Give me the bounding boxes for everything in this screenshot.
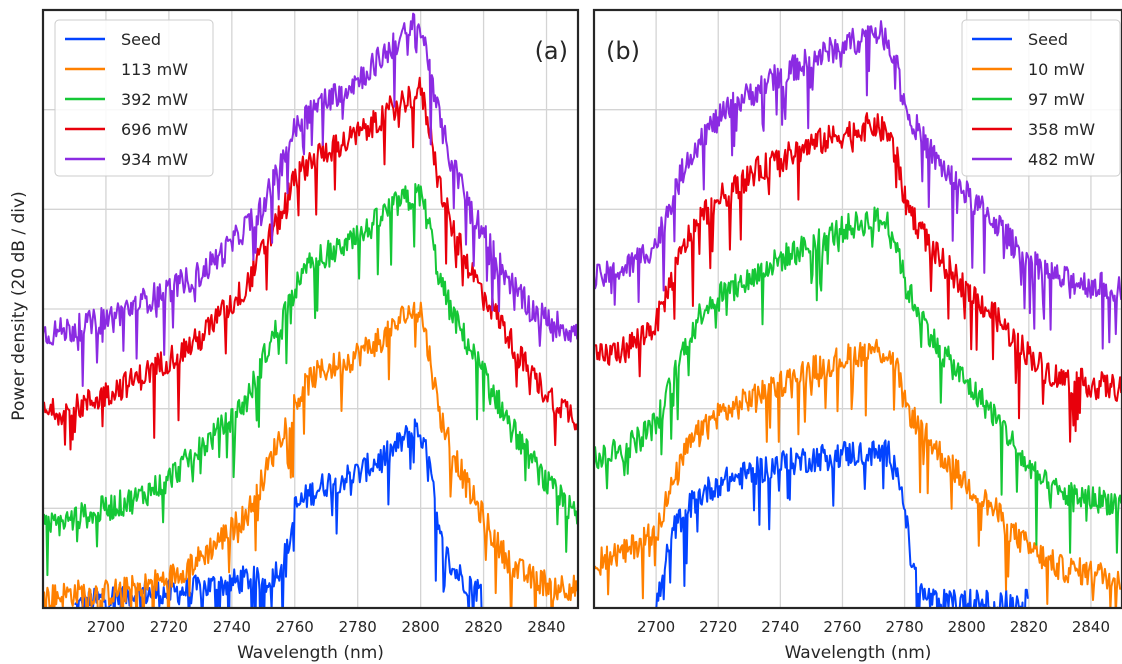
- legend-label: 113 mW: [121, 60, 188, 79]
- legend-label: Seed: [1028, 30, 1068, 49]
- panel-b: 2700 2720 2740 2760 2780 2800 2820 2840 Waveleng…: [592, 8, 1122, 663]
- x-tick-label: 2720: [150, 618, 188, 636]
- series-line-2: [43, 183, 578, 577]
- x-axis-label: Wavelength (nm): [785, 643, 932, 663]
- series-line-4: [43, 12, 578, 387]
- x-tick-label: 2760: [823, 618, 861, 636]
- series-line-1: [594, 338, 1122, 608]
- x-axis-label: Wavelength (nm): [237, 643, 384, 663]
- x-tick-label: 2800: [948, 618, 986, 636]
- legend: Seed 113 mW 392 mW 696 mW 934 mW: [54, 19, 214, 177]
- series-line-3: [43, 76, 578, 451]
- x-tick-label: 2820: [1010, 618, 1048, 636]
- legend: Seed 10 mW 97 mW 358 mW 482 mW: [961, 19, 1121, 177]
- plot-frame: [592, 8, 1122, 610]
- panel-label: (b): [606, 37, 640, 65]
- x-ticks: 2700 2720 2740 2760 2780 2800 2820 2840: [637, 618, 1110, 636]
- x-tick-label: 2740: [761, 618, 799, 636]
- legend-box: [54, 19, 214, 177]
- x-tick-label: 2740: [213, 618, 251, 636]
- legend-label: Seed: [121, 30, 161, 49]
- legend-label: 482 mW: [1028, 150, 1095, 169]
- series-line-4: [594, 20, 1122, 350]
- x-ticks: 2700 2720 2740 2760 2780 2800 2820 2840: [87, 618, 566, 636]
- legend-label: 934 mW: [121, 150, 188, 169]
- legend-label: 392 mW: [121, 90, 188, 109]
- x-tick-label: 2800: [402, 618, 440, 636]
- x-tick-label: 2840: [527, 618, 565, 636]
- legend-label: 97 mW: [1028, 90, 1085, 109]
- legend-label: 696 mW: [121, 120, 188, 139]
- legend-label: 358 mW: [1028, 120, 1095, 139]
- plot-frame: [41, 8, 580, 610]
- x-tick-label: 2780: [339, 618, 377, 636]
- panel-a: 2700 2720 2740 2760 2780 2800 2820 2840 Waveleng…: [41, 8, 580, 663]
- x-tick-label: 2820: [464, 618, 502, 636]
- legend-label: 10 mW: [1028, 60, 1085, 79]
- series-line-1: [43, 301, 578, 608]
- series-line-0: [74, 418, 483, 608]
- x-tick-label: 2720: [699, 618, 737, 636]
- y-axis-label: Power density (20 dB / div): [9, 191, 29, 420]
- x-tick-label: 2700: [87, 618, 125, 636]
- x-tick-label: 2840: [1072, 618, 1110, 636]
- series-line-2: [594, 206, 1122, 554]
- series-group: [43, 12, 578, 608]
- panel-label: (a): [535, 37, 568, 65]
- x-tick-label: 2780: [885, 618, 923, 636]
- legend-box: [961, 19, 1121, 177]
- series-line-3: [594, 112, 1122, 443]
- series-group: [594, 20, 1122, 608]
- series-line-0: [655, 439, 1029, 608]
- x-tick-label: 2700: [637, 618, 675, 636]
- x-tick-label: 2760: [276, 618, 314, 636]
